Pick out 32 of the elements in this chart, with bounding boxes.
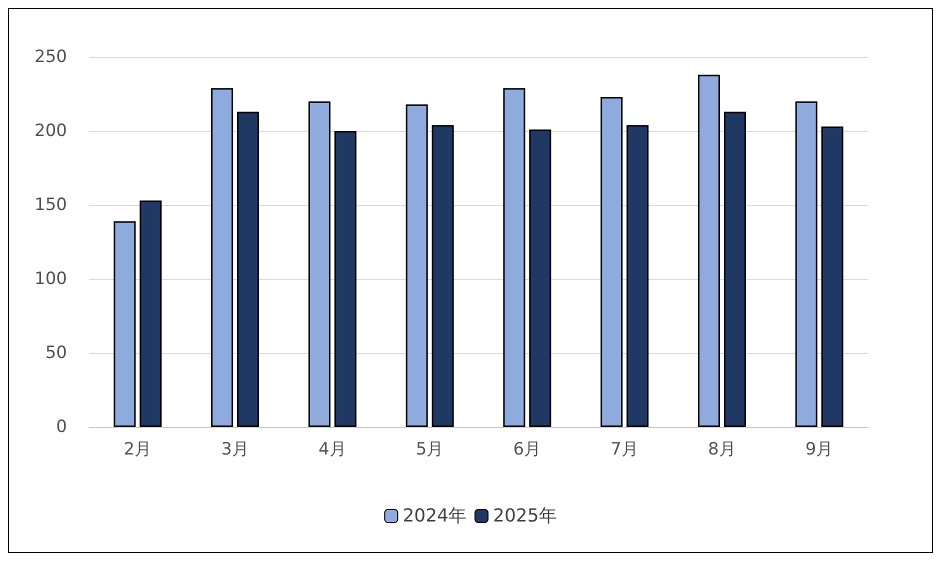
bar (503, 88, 526, 427)
x-tick-label: 4月 (318, 440, 346, 460)
x-tick-label: 3月 (221, 440, 249, 460)
y-tick-label: 0 (56, 417, 67, 437)
bar (529, 130, 552, 427)
legend-label: 2024年 (402, 506, 467, 526)
x-tick-label: 6月 (513, 440, 542, 460)
x-tick-label: 8月 (708, 440, 736, 460)
bar (724, 112, 746, 427)
x-tick-label: 7月 (610, 440, 638, 460)
legend-label: 2025年 (493, 506, 557, 526)
y-tick-label: 100 (34, 269, 67, 289)
y-tick-label: 200 (34, 121, 67, 141)
bar (821, 126, 844, 427)
bar (406, 104, 428, 427)
x-tick-label: 2月 (124, 440, 152, 460)
bar (795, 101, 818, 427)
x-tick-label: 5月 (416, 440, 444, 460)
y-tick-label: 50 (45, 343, 67, 363)
bar (626, 125, 649, 427)
bar (211, 88, 234, 427)
bar (698, 74, 720, 427)
x-tick-label: 9月 (805, 440, 834, 460)
bar (600, 96, 623, 427)
bar (308, 101, 330, 427)
bar (334, 131, 356, 427)
bar (237, 112, 260, 427)
y-tick-label: 250 (34, 47, 67, 67)
bar (140, 200, 162, 427)
y-tick-label: 150 (34, 195, 67, 215)
bar (432, 125, 454, 427)
bar (114, 221, 136, 427)
